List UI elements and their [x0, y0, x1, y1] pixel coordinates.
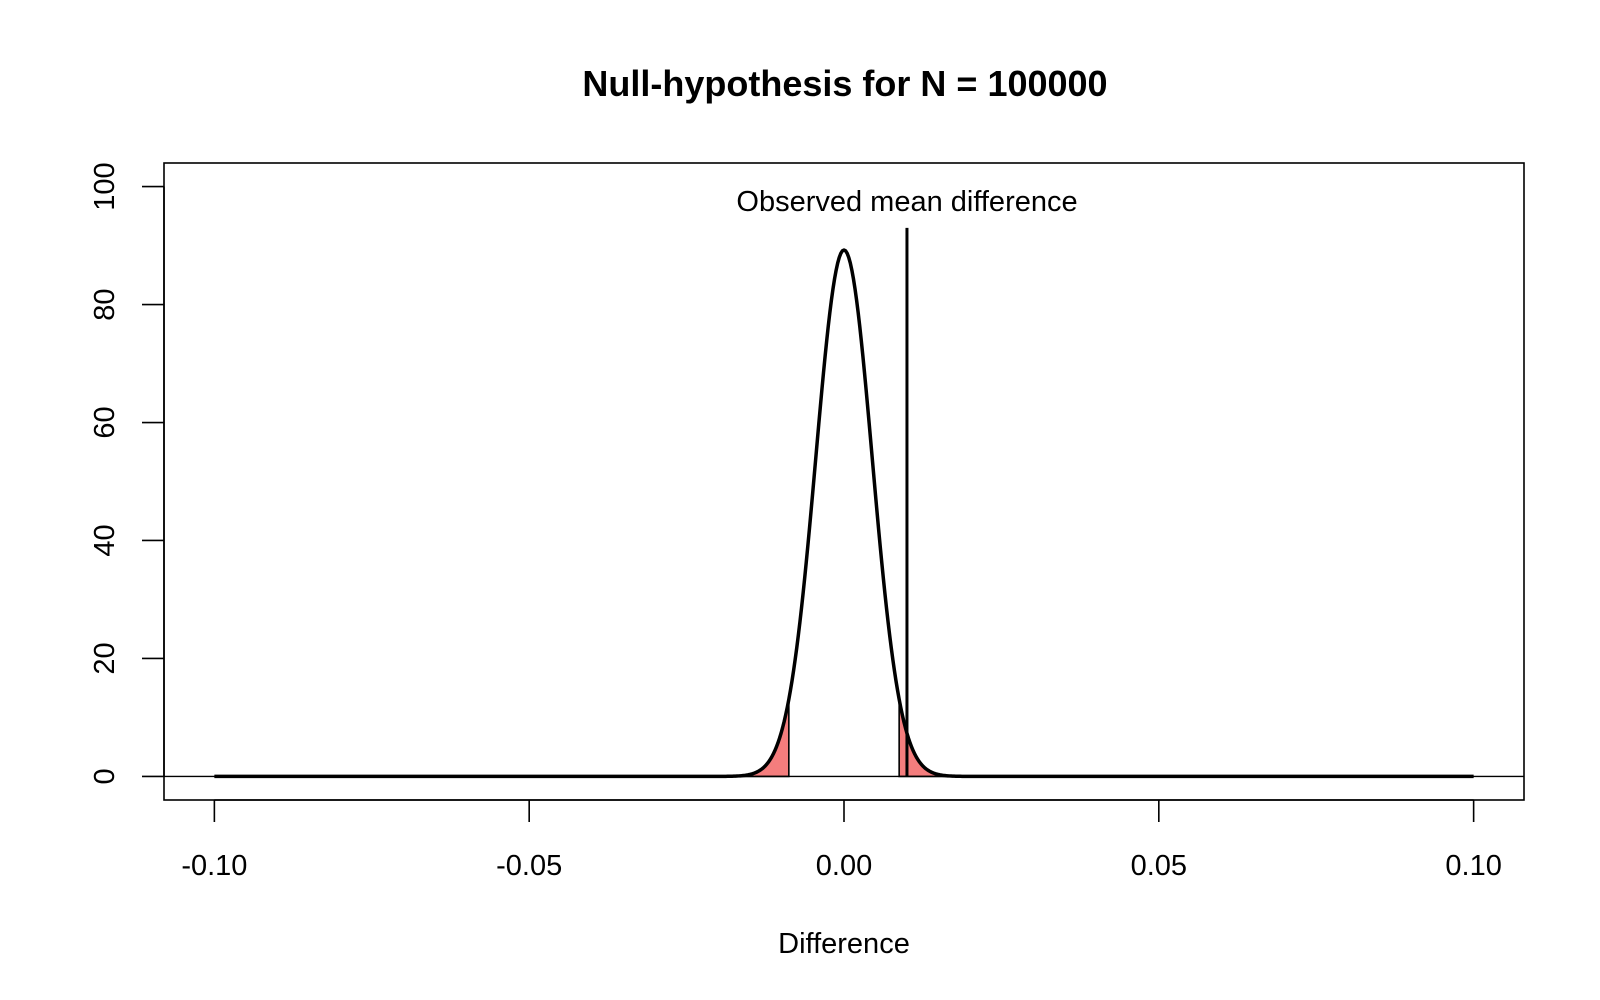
plot-frame — [163, 162, 1525, 801]
chart-title: Null-hypothesis for N = 100000 — [582, 63, 1107, 104]
x-tick-label: -0.05 — [496, 850, 562, 882]
x-tick-label: 0.05 — [1131, 850, 1187, 882]
density-curve — [214, 248, 1474, 779]
upper-tail-region — [898, 699, 1474, 778]
y-tick-label: 20 — [89, 642, 121, 674]
x-axis: -0.10 -0.05 0.00 0.05 0.10 — [181, 799, 1502, 882]
y-tick-label: 0 — [89, 768, 121, 784]
plot-area — [164, 227, 1524, 779]
observed-mean-label: Observed mean difference — [736, 186, 1077, 218]
y-axis: 0 20 40 60 80 100 — [89, 162, 165, 784]
x-tick-label: -0.10 — [181, 850, 247, 882]
lower-tail-region — [214, 699, 790, 778]
y-tick-label: 100 — [89, 162, 121, 210]
x-tick-label: 0.10 — [1445, 850, 1501, 882]
y-tick-label: 80 — [89, 288, 121, 320]
y-tick-label: 40 — [89, 524, 121, 556]
x-tick-label: 0.00 — [816, 850, 872, 882]
y-tick-label: 60 — [89, 406, 121, 438]
x-axis-label: Difference — [778, 928, 910, 960]
